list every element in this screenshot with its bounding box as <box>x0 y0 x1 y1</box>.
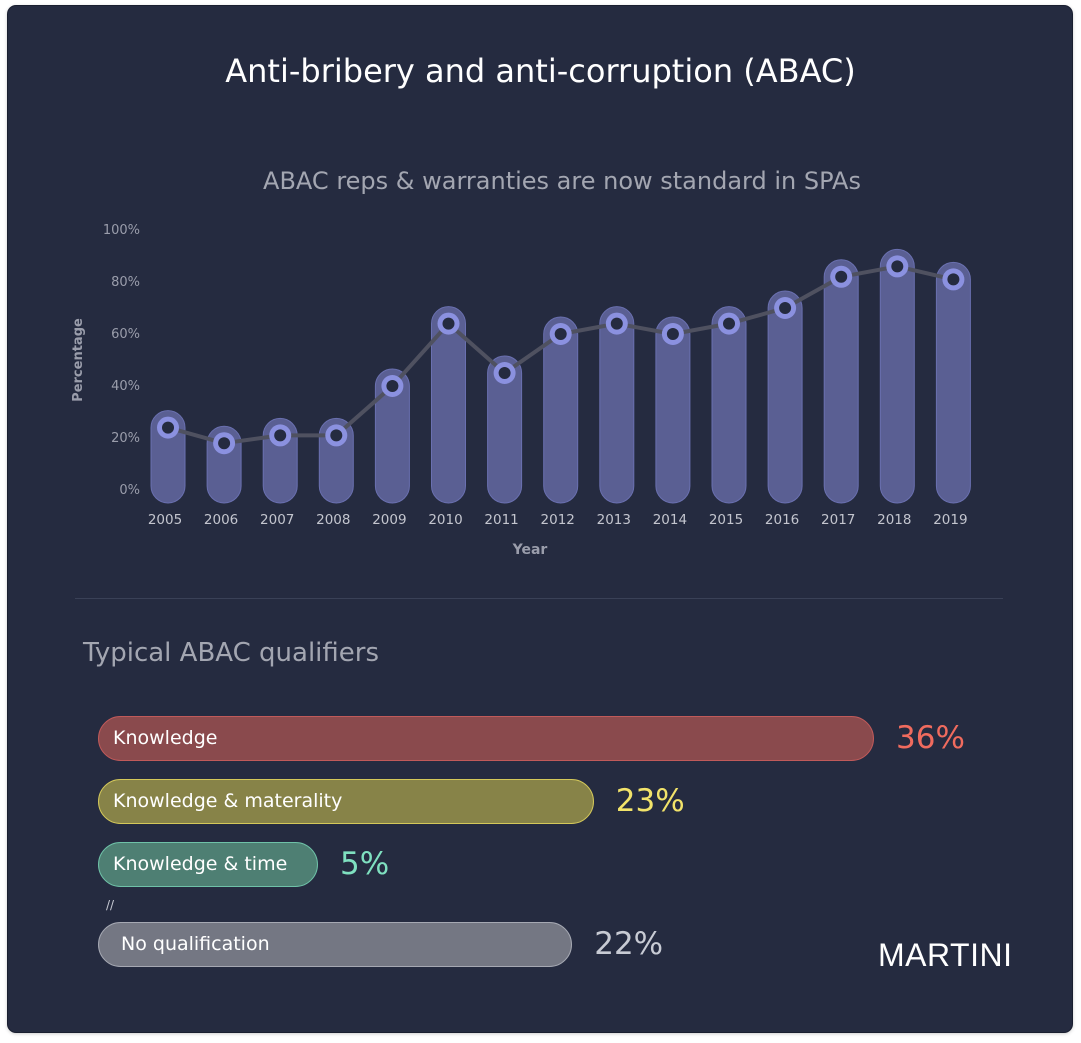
y-tick-label: 0% <box>119 483 140 498</box>
x-tick-label: 2019 <box>933 512 967 528</box>
data-point-center <box>442 317 455 330</box>
x-axis-label: Year <box>512 542 548 558</box>
bar-2011 <box>487 355 523 504</box>
data-point-center <box>835 270 848 283</box>
x-tick-label: 2007 <box>260 512 294 528</box>
x-tick-label: 2006 <box>204 512 238 528</box>
data-point-center <box>386 380 399 392</box>
qualifier-value-no-qualification: 22% <box>594 926 664 962</box>
bar-2013 <box>599 306 635 504</box>
y-tick-label: 20% <box>111 431 140 446</box>
x-tick-label: 2014 <box>653 512 687 528</box>
qualifier-value-knowledge-time: 5% <box>340 846 390 882</box>
data-point-center <box>723 317 735 330</box>
x-tick-label: 2015 <box>709 512 743 528</box>
chart-title: ABAC reps & warranties are now standard … <box>263 167 861 195</box>
x-tick-label: 2010 <box>428 512 462 528</box>
bar-2010 <box>431 306 466 504</box>
x-tick-label: 2013 <box>597 512 631 528</box>
qualifier-value-knowledge-materiality: 23% <box>615 783 685 819</box>
x-tick-label: 2005 <box>148 512 182 528</box>
qualifier-bar-no-qualification: No qualification <box>98 922 573 967</box>
x-tick-label: 2018 <box>877 512 911 528</box>
bar-2012 <box>543 316 579 504</box>
data-point-center <box>330 429 343 442</box>
data-point-center <box>274 429 287 442</box>
abac-line-chart: 0% 20% 40% 60% 80% 100% Percentage Year 2005 2006… <box>71 223 971 558</box>
x-tick-label: 2016 <box>765 512 799 528</box>
y-tick-label: 100% <box>103 223 140 238</box>
data-point-center <box>218 437 231 450</box>
qualifier-bar-knowledge-materiality: Knowledge & materality <box>98 779 594 824</box>
section-divider <box>75 598 1003 599</box>
bar-2016 <box>767 290 803 504</box>
qualifier-bar-knowledge-time: Knowledge & time <box>98 842 318 887</box>
data-point-center <box>554 328 567 340</box>
data-point-center <box>162 421 174 434</box>
axis-break-marker: // <box>106 898 115 912</box>
qualifier-bar-knowledge: Knowledge <box>98 716 874 761</box>
bar-2009 <box>374 368 410 504</box>
y-axis-label: Percentage <box>71 318 86 402</box>
bar-2014 <box>655 316 691 504</box>
page-title: Anti-bribery and anti-corruption (ABAC) <box>225 52 856 90</box>
y-tick-label: 60% <box>111 327 140 342</box>
qualifiers-title: Typical ABAC qualifiers <box>83 638 380 668</box>
data-point-center <box>779 302 792 314</box>
bar-2018 <box>879 248 915 504</box>
data-point-center <box>666 328 679 340</box>
x-tick-label: 2008 <box>316 512 350 528</box>
martini-logo: MARTINI <box>878 937 1013 973</box>
y-tick-label: 80% <box>111 275 140 290</box>
x-tick-label: 2012 <box>541 512 575 528</box>
y-tick-label: 40% <box>111 379 140 394</box>
x-tick-label: 2009 <box>372 512 406 528</box>
bar-2017 <box>823 259 859 504</box>
bar-2015 <box>711 306 747 504</box>
data-point-center <box>610 317 623 330</box>
x-tick-label: 2017 <box>821 512 855 528</box>
data-point-center <box>498 367 511 379</box>
bar-2019 <box>935 261 971 504</box>
data-point-center <box>947 273 960 286</box>
x-tick-label: 2011 <box>484 512 518 528</box>
data-point-center <box>891 260 904 273</box>
qualifier-value-knowledge: 36% <box>896 720 965 756</box>
